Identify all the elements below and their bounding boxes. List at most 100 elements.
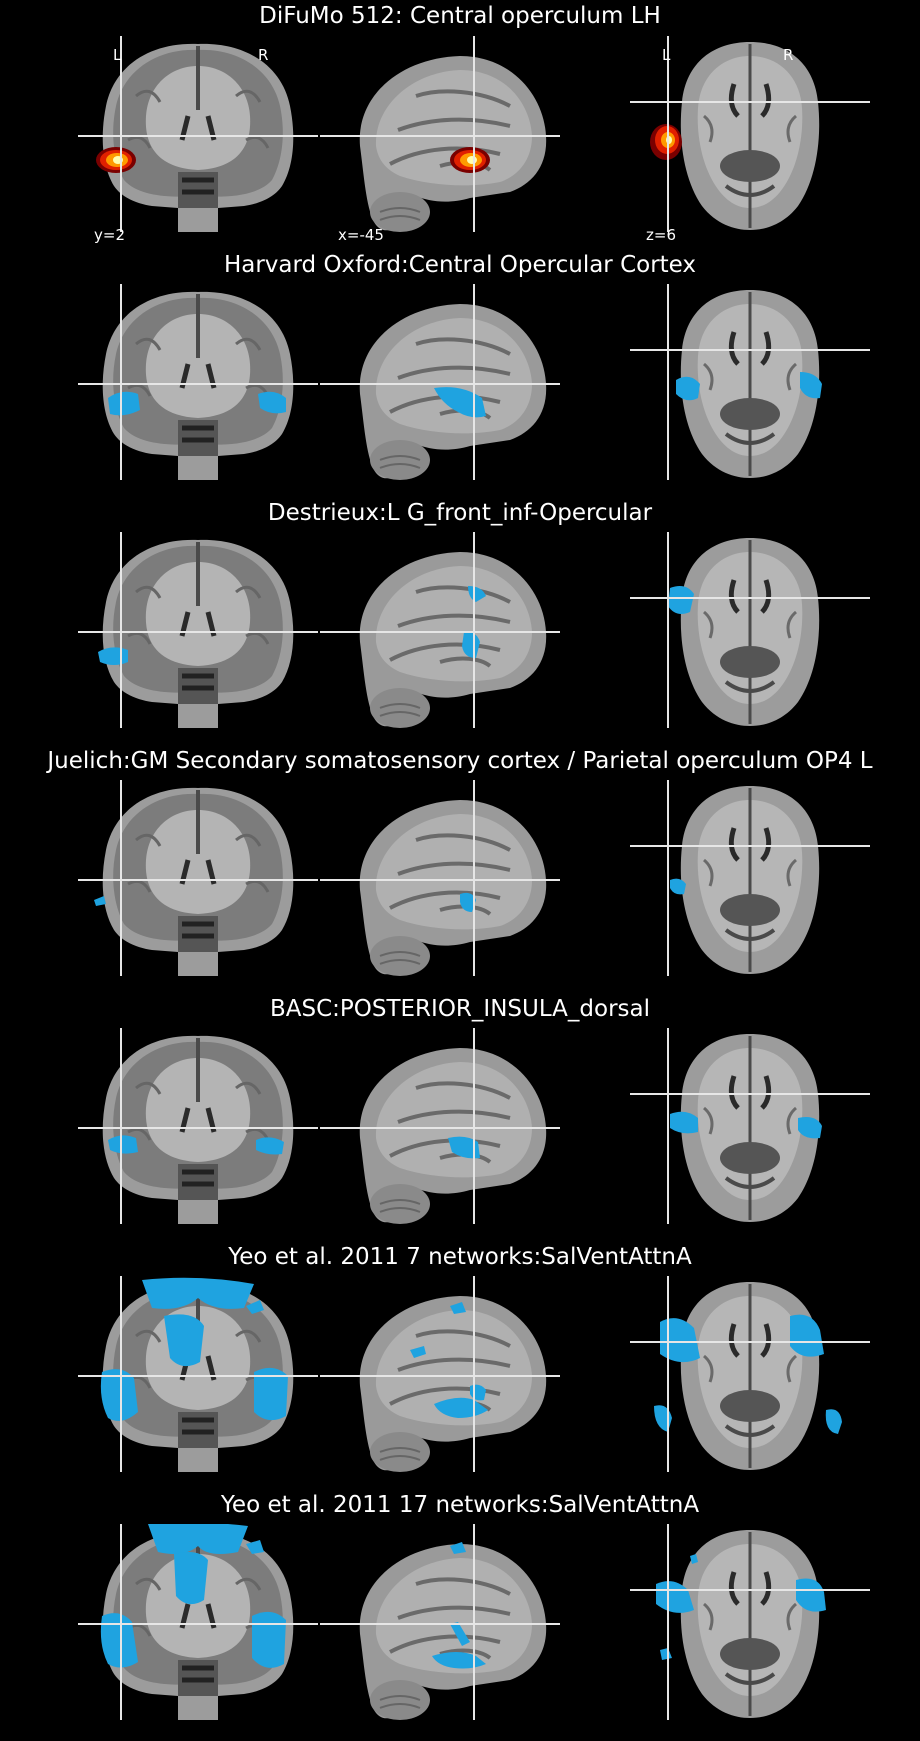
overlay-blob: [448, 1136, 480, 1159]
coronal-view: [78, 1028, 318, 1224]
sagittal-view: [320, 1276, 560, 1472]
overlay-blob: [108, 391, 140, 416]
orientation-left-label: L: [113, 46, 122, 64]
crosshair: [320, 1524, 560, 1720]
crosshair: [320, 780, 560, 976]
crosshair: [320, 532, 560, 728]
overlay-blob: [825, 1409, 842, 1434]
overlay-blob: [450, 1622, 470, 1646]
coronal-brain: [102, 43, 294, 232]
axial-view: [630, 780, 870, 976]
panel-title: Harvard Oxford:Central Opercular Cortex: [223, 252, 697, 278]
overlay-blob: [462, 631, 480, 658]
overlay-blob: [790, 1314, 824, 1357]
coronal-view: [78, 780, 318, 976]
overlay-blob: [94, 896, 106, 906]
overlay-blob: [660, 1648, 672, 1660]
crosshair: [320, 36, 560, 232]
sagittal-brain: [359, 1048, 547, 1224]
overlay-blob: [800, 372, 822, 399]
overlay-blob: [676, 376, 700, 401]
sagittal-view: [320, 36, 560, 232]
panel-title: DiFuMo 512: Central operculum LH: [259, 3, 661, 29]
coronal-brain: [102, 1531, 294, 1720]
overlay-blob: [690, 1554, 698, 1564]
axial-brain: [680, 786, 820, 974]
atlas-row: [0, 1276, 920, 1472]
axial-view: [630, 1276, 870, 1472]
crosshair: [78, 284, 318, 480]
overlay-blob: [98, 647, 128, 665]
sagittal-view: [320, 532, 560, 728]
sagittal-brain: [359, 56, 547, 232]
heat-blob: [96, 147, 136, 173]
overlay-blob: [100, 1369, 138, 1421]
axial-view: [630, 1524, 870, 1720]
overlay-blob: [148, 1524, 248, 1554]
orientation-left-label: L: [662, 46, 671, 64]
sagittal-brain: [359, 552, 547, 728]
coronal-view: [78, 532, 318, 728]
overlay-blob: [174, 1552, 208, 1605]
coronal-brain: [102, 539, 294, 728]
axial-view: [630, 532, 870, 728]
coronal-view: [78, 1276, 318, 1472]
coronal-brain: [102, 1283, 294, 1472]
overlay-blob: [468, 586, 486, 602]
crosshair: [630, 36, 870, 232]
overlay-blob: [108, 1135, 138, 1154]
coronal-view: [78, 284, 318, 480]
coord-x-label: x=-45: [338, 226, 384, 244]
axial-view: [630, 36, 870, 232]
axial-brain: [680, 290, 820, 478]
axial-view: [630, 284, 870, 480]
coronal-brain: [102, 787, 294, 976]
overlay-blob: [246, 1540, 264, 1554]
overlay-blob: [258, 391, 286, 414]
coord-y-label: y=2: [94, 226, 125, 244]
crosshair: [320, 1028, 560, 1224]
orientation-right-label: R: [783, 46, 794, 64]
overlay-blob: [432, 1652, 486, 1669]
overlay-blob: [668, 586, 694, 614]
crosshair: [630, 1028, 870, 1224]
overlay-blob: [460, 892, 476, 912]
overlay-blob: [254, 1367, 288, 1421]
overlay-blob: [670, 1111, 698, 1134]
overlay-blob: [142, 1277, 254, 1309]
crosshair: [630, 780, 870, 976]
atlas-row: [0, 780, 920, 976]
sagittal-view: [320, 1028, 560, 1224]
axial-brain: [680, 538, 820, 726]
sagittal-view: [320, 1524, 560, 1720]
coronal-brain: [102, 291, 294, 480]
axial-brain: [680, 1034, 820, 1222]
coord-z-label: z=6: [646, 226, 676, 244]
sagittal-view: [320, 780, 560, 976]
overlay-blob: [450, 1542, 466, 1554]
sagittal-view: [320, 284, 560, 480]
crosshair: [320, 1276, 560, 1472]
overlay-blob: [450, 1302, 466, 1314]
overlay-blob: [410, 1346, 426, 1358]
crosshair: [630, 1276, 870, 1472]
overlay-blob: [654, 1405, 672, 1432]
overlay-blob: [796, 1578, 826, 1612]
overlay-blob: [246, 1300, 264, 1314]
overlay-blob: [256, 1137, 284, 1155]
crosshair: [78, 780, 318, 976]
overlay-blob: [164, 1314, 204, 1367]
panel-title: Yeo et al. 2011 17 networks:SalVentAttnA: [220, 1492, 700, 1518]
crosshair: [320, 284, 560, 480]
crosshair: [78, 36, 318, 232]
heat-blob: [650, 124, 682, 160]
crosshair: [630, 284, 870, 480]
atlas-row: [0, 1524, 920, 1720]
overlay-blob: [798, 1117, 822, 1139]
orientation-right-label: R: [258, 46, 269, 64]
crosshair: [78, 1276, 318, 1472]
overlay-blob: [660, 1318, 700, 1363]
crosshair: [78, 532, 318, 728]
atlas-row: [0, 284, 920, 480]
